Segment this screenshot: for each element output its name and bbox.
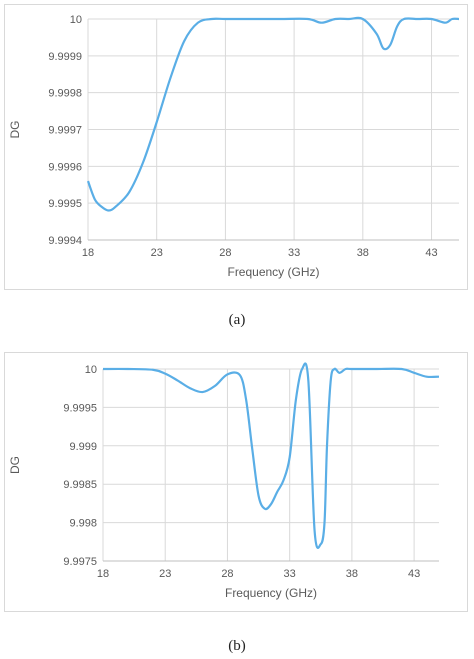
chart-1-y-tick-label: 9.9985 [63,479,97,491]
chart-0-y-tick-label: 9.9998 [48,88,82,100]
chart-0-x-axis-title: Frequency (GHz) [227,265,319,279]
chart-1-y-axis-title: DG [8,456,22,474]
chart-0-x-tick-label: 23 [151,247,163,259]
chart-a: 9.9994 9.9995 9.9996 9.9997 9.9998 9.9999 10 18… [8,14,460,279]
chart-b-panel: 9.9975 9.998 9.9985 9.999 9.9995 10 18 23 28 33 38… [4,352,468,612]
chart-1-y-tick-label: 9.9995 [63,402,97,414]
caption-a: (a) [228,312,246,328]
chart-1-y-tick-label: 9.9975 [63,556,97,568]
chart-0-x-tick-label: 43 [425,247,437,259]
chart-0-y-tick-label: 9.9996 [48,161,82,173]
caption-b: (b) [228,638,246,654]
chart-1-x-tick-label: 18 [97,568,109,580]
chart-0-y-tick-label: 10 [70,14,82,26]
chart-0-y-tick-label: 9.9995 [48,198,82,210]
chart-1-y-tick-label: 9.999 [69,441,97,453]
chart-1-series-line [102,362,440,549]
chart-0-y-axis-title: DG [8,121,22,139]
chart-1-x-axis-title: Frequency (GHz) [225,586,317,600]
chart-0-x-tick-label: 28 [219,247,231,259]
chart-0-x-tick-label: 38 [357,247,369,259]
chart-1-x-tick-label: 38 [346,568,358,580]
chart-0-series-line [86,16,460,212]
chart-1-y-tick-label: 9.998 [69,518,97,530]
chart-0-y-tick-label: 9.9999 [48,51,82,63]
chart-1-x-tick-label: 28 [221,568,233,580]
chart-1-x-tick-label: 33 [284,568,296,580]
chart-1-y-tick-label: 10 [85,364,97,376]
chart-0-y-tick-label: 9.9994 [48,235,82,247]
chart-0-x-tick-label: 33 [288,247,300,259]
chart-1-x-tick-label: 43 [408,568,420,580]
chart-1-x-tick-label: 23 [159,568,171,580]
chart-a-panel: 9.9994 9.9995 9.9996 9.9997 9.9998 9.9999 10 18… [4,4,468,290]
chart-0-y-tick-label: 9.9997 [48,125,82,137]
chart-b: 9.9975 9.998 9.9985 9.999 9.9995 10 18 23 28 33 38… [8,362,440,600]
chart-0-x-tick-label: 18 [82,247,94,259]
